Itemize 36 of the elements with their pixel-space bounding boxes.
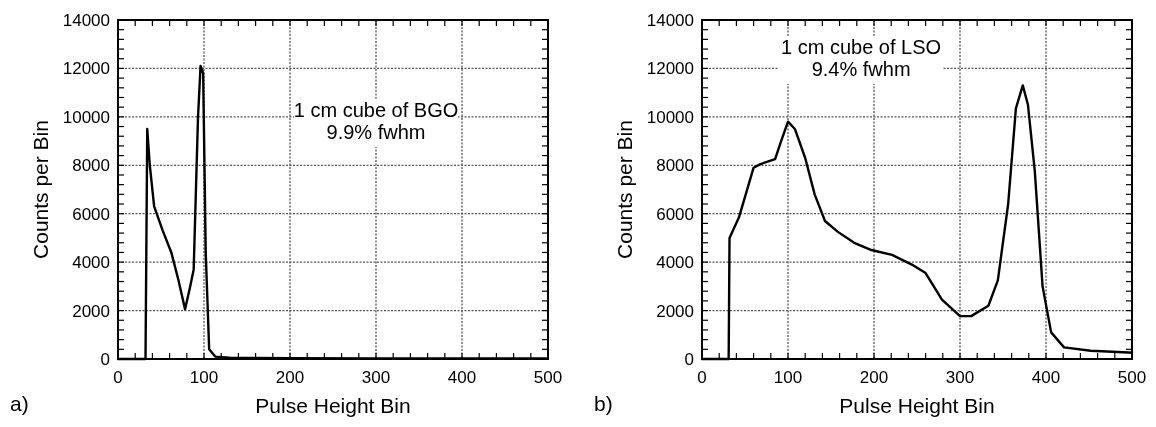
x-tick-label: 500 <box>1117 368 1147 387</box>
y-tick-label: 6000 <box>656 204 694 224</box>
y-tick-label: 4000 <box>656 253 694 273</box>
x-tick-label: 300 <box>945 368 975 387</box>
y-tick-label: 2000 <box>72 301 110 321</box>
x-tick-label: 0 <box>113 368 123 387</box>
y-axis-title: Counts per Bin <box>29 120 52 259</box>
x-tick-label: 200 <box>275 368 305 387</box>
y-tick-label: 14000 <box>646 11 694 30</box>
y-tick-label: 2000 <box>656 301 694 321</box>
x-tick-label: 200 <box>859 368 889 387</box>
y-axis-title: Counts per Bin <box>613 120 636 259</box>
y-tick-label: 8000 <box>72 156 110 176</box>
x-tick-label: 500 <box>533 368 563 387</box>
annotation: 1 cm cube of LSO 9.4% fwhm <box>781 35 942 80</box>
x-axis-title: Pulse Height Bin <box>839 394 995 417</box>
y-tick-label: 0 <box>100 350 110 369</box>
annotation: 1 cm cube of BGO 9.9% fwhm <box>293 98 459 143</box>
x-tick-label: 100 <box>773 368 803 387</box>
x-tick-label: 400 <box>1031 368 1061 387</box>
x-tick-label: 100 <box>189 368 219 387</box>
y-tick-label: 6000 <box>72 204 110 224</box>
y-tick-label: 10000 <box>646 107 694 127</box>
y-tick-label: 8000 <box>656 156 694 176</box>
y-tick-label: 12000 <box>62 59 110 79</box>
y-tick-label: 0 <box>684 350 694 369</box>
text: b) <box>594 392 613 415</box>
x-tick-label: 0 <box>697 368 707 387</box>
x-tick-label: 300 <box>361 368 391 387</box>
y-tick-label: 10000 <box>62 107 110 127</box>
y-tick-label: 12000 <box>646 59 694 79</box>
text: a) <box>10 392 29 415</box>
x-tick-label: 400 <box>447 368 477 387</box>
y-tick-label: 4000 <box>72 253 110 273</box>
x-axis-title: Pulse Height Bin <box>255 394 411 417</box>
y-tick-label: 14000 <box>62 11 110 30</box>
